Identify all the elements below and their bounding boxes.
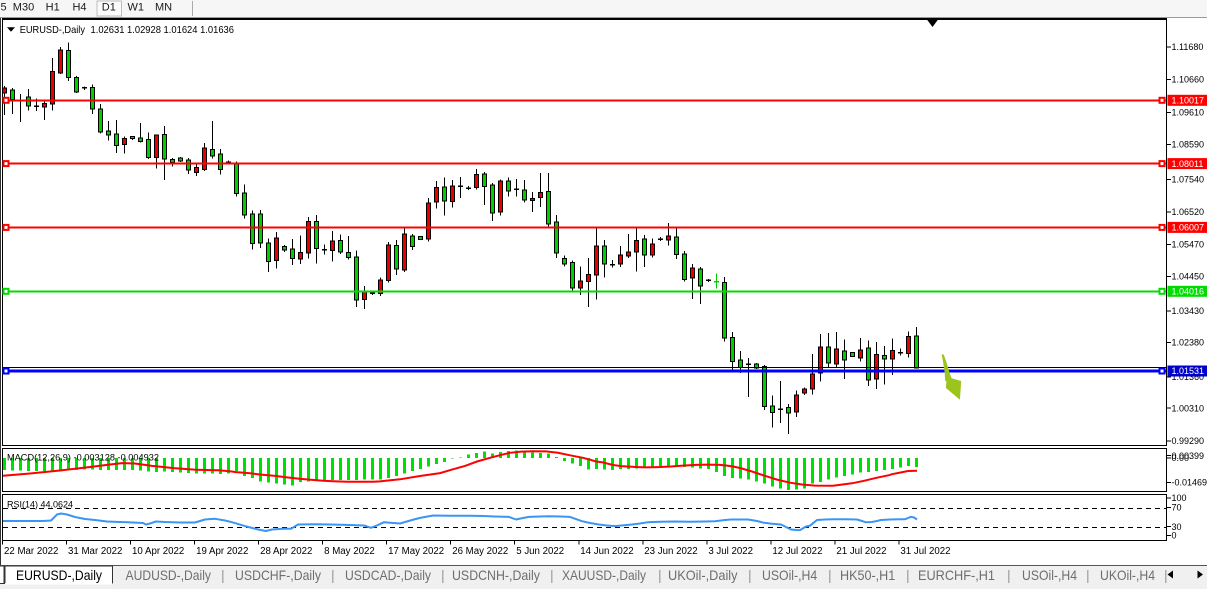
svg-text:UKOil-,H4: UKOil-,H4 xyxy=(1100,567,1155,583)
svg-text:1.02380: 1.02380 xyxy=(1172,338,1205,348)
svg-text:1.10660: 1.10660 xyxy=(1172,75,1205,85)
svg-text:19 Apr 2022: 19 Apr 2022 xyxy=(196,546,248,557)
svg-text:|: | xyxy=(748,567,752,583)
svg-text:|: | xyxy=(1007,567,1011,583)
svg-text:D1: D1 xyxy=(102,2,116,14)
svg-text:MACD(12,26,9) -0.003128 -0.004: MACD(12,26,9) -0.003128 -0.004932 xyxy=(7,453,159,463)
svg-text:M30: M30 xyxy=(13,2,34,14)
svg-text:1.02631 1.02928 1.01624 1.0163: 1.02631 1.02928 1.01624 1.01636 xyxy=(91,25,235,36)
svg-text:EURUSD-,Daily: EURUSD-,Daily xyxy=(16,567,102,583)
svg-text:1.10017: 1.10017 xyxy=(1172,96,1205,106)
svg-text:10 Apr 2022: 10 Apr 2022 xyxy=(132,546,184,557)
svg-text:30: 30 xyxy=(1172,522,1182,532)
svg-text:|: | xyxy=(1164,567,1168,583)
svg-text:5 Jun 2022: 5 Jun 2022 xyxy=(516,546,564,557)
svg-text:1.11680: 1.11680 xyxy=(1172,42,1204,52)
svg-text:0.99290: 0.99290 xyxy=(1172,436,1205,446)
svg-text:USDCAD-,Daily: USDCAD-,Daily xyxy=(345,567,431,583)
svg-text:USOil-,H4: USOil-,H4 xyxy=(1022,567,1077,583)
svg-text:14 Jun 2022: 14 Jun 2022 xyxy=(580,546,633,557)
svg-text:28 Apr 2022: 28 Apr 2022 xyxy=(260,546,312,557)
svg-text:22 Mar 2022: 22 Mar 2022 xyxy=(4,546,58,557)
svg-text:H4: H4 xyxy=(72,2,86,14)
svg-text:USDCNH-,Daily: USDCNH-,Daily xyxy=(452,567,540,583)
svg-text:|: | xyxy=(906,567,910,583)
svg-text:5: 5 xyxy=(1,2,7,14)
svg-text:EURUSD-,Daily: EURUSD-,Daily xyxy=(20,25,86,36)
svg-text:1.01531: 1.01531 xyxy=(1172,366,1205,376)
svg-text:1.09610: 1.09610 xyxy=(1172,108,1205,118)
svg-text:1.04450: 1.04450 xyxy=(1172,272,1205,282)
svg-text:|: | xyxy=(658,567,662,583)
svg-text:|: | xyxy=(550,567,554,583)
svg-text:3 Jul 2022: 3 Jul 2022 xyxy=(708,546,753,557)
svg-text:0: 0 xyxy=(1172,531,1177,541)
svg-text:UKOil-,Daily: UKOil-,Daily xyxy=(668,567,738,583)
svg-text:XAUUSD-,Daily: XAUUSD-,Daily xyxy=(562,567,646,583)
svg-text:1.08011: 1.08011 xyxy=(1172,159,1204,169)
svg-text:0.00399: 0.00399 xyxy=(1172,451,1205,461)
svg-text:MN: MN xyxy=(155,2,172,14)
svg-text:USDCHF-,Daily: USDCHF-,Daily xyxy=(235,567,321,583)
svg-text:|: | xyxy=(828,567,832,583)
svg-text:8 May 2022: 8 May 2022 xyxy=(324,546,375,557)
svg-text:31 Mar 2022: 31 Mar 2022 xyxy=(68,546,122,557)
svg-text:1.04016: 1.04016 xyxy=(1172,287,1205,297)
svg-text:1.08590: 1.08590 xyxy=(1172,140,1205,150)
svg-text:26 May 2022: 26 May 2022 xyxy=(452,546,508,557)
svg-text:1.07540: 1.07540 xyxy=(1172,175,1205,185)
svg-text:RSI(14) 44.0624: RSI(14) 44.0624 xyxy=(7,499,73,509)
svg-text:0.00: 0.00 xyxy=(1172,453,1190,463)
svg-text:1.06007: 1.06007 xyxy=(1172,223,1205,233)
svg-text:1.06520: 1.06520 xyxy=(1172,207,1205,217)
svg-text:HK50-,H1: HK50-,H1 xyxy=(840,567,895,583)
svg-text:AUDUSD-,Daily: AUDUSD-,Daily xyxy=(126,567,212,583)
svg-text:23 Jun 2022: 23 Jun 2022 xyxy=(644,546,697,557)
svg-text:EURCHF-,H1: EURCHF-,H1 xyxy=(918,567,995,583)
svg-text:12 Jul 2022: 12 Jul 2022 xyxy=(772,546,822,557)
svg-text:|: | xyxy=(221,567,225,583)
svg-text:1.01360: 1.01360 xyxy=(1172,372,1205,382)
svg-text:USOil-,H4: USOil-,H4 xyxy=(762,567,817,583)
svg-text:31 Jul 2022: 31 Jul 2022 xyxy=(900,546,950,557)
svg-text:|: | xyxy=(331,567,335,583)
svg-text:W1: W1 xyxy=(127,2,144,14)
svg-text:1.05470: 1.05470 xyxy=(1172,240,1205,250)
svg-text:|: | xyxy=(441,567,445,583)
svg-text:1.03430: 1.03430 xyxy=(1172,306,1205,316)
svg-text:-0.01469: -0.01469 xyxy=(1172,477,1207,487)
svg-text:70: 70 xyxy=(1172,503,1182,513)
svg-text:|: | xyxy=(1086,567,1090,583)
svg-text:H1: H1 xyxy=(46,2,60,14)
svg-text:21 Jul 2022: 21 Jul 2022 xyxy=(836,546,886,557)
svg-text:1.00310: 1.00310 xyxy=(1172,403,1205,413)
svg-text:100: 100 xyxy=(1172,493,1187,503)
svg-text:17 May 2022: 17 May 2022 xyxy=(388,546,444,557)
